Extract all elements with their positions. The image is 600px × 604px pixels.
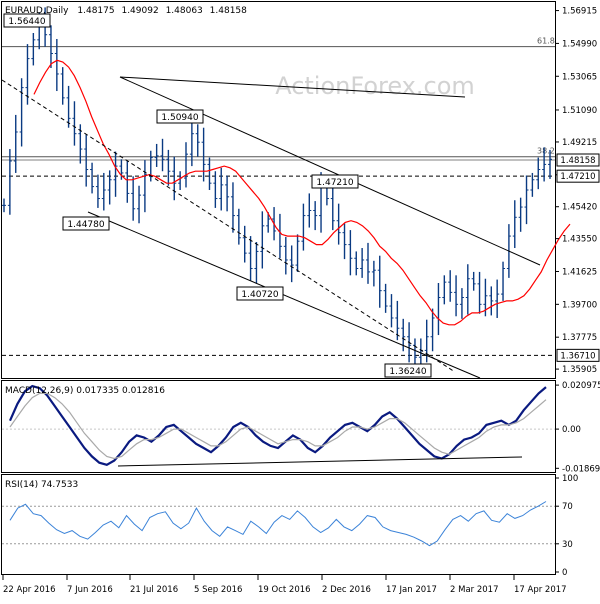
x-axis-label: 5 Sep 2016 xyxy=(194,585,242,595)
price-badge: 1.48158 xyxy=(556,153,600,167)
price-axis-label: 1.45420 xyxy=(562,203,597,213)
price-axis-label: 1.39700 xyxy=(562,300,597,310)
price-axis-label: 1.54990 xyxy=(562,39,597,49)
price-axis-label: 1.49215 xyxy=(562,138,597,148)
upper-trend-line xyxy=(119,76,466,98)
x-axis-label: 2 Dec 2016 xyxy=(322,585,371,595)
price-axis-label: 1.56915 xyxy=(562,7,597,17)
chart-header: EURAUD,Daily 1.48175 1.49092 1.48063 1.4… xyxy=(5,6,247,16)
rsi-axis-label: 70 xyxy=(562,502,573,512)
x-axis-label: 17 Apr 2017 xyxy=(514,585,567,595)
macd-axis-label: 0.020975 xyxy=(562,381,600,391)
price-badge: 1.47210 xyxy=(556,169,600,183)
price-axis-label: 1.41625 xyxy=(562,267,597,277)
price-label-frame xyxy=(311,174,359,189)
sma-line xyxy=(33,59,571,326)
rsi-axis-label: 30 xyxy=(562,540,573,550)
price-axis-label: 1.53065 xyxy=(562,72,597,82)
price-panel-frame xyxy=(1,1,556,379)
price-axis-label: 1.51090 xyxy=(562,106,597,116)
rsi-panel-frame xyxy=(1,474,556,575)
price-badge-frame xyxy=(556,169,600,183)
macd-axis-label: 0.00 xyxy=(562,425,581,435)
x-axis-label: 19 Oct 2016 xyxy=(258,585,311,595)
price-badge-frame xyxy=(556,348,600,362)
rsi-axis-label: 0 xyxy=(562,568,567,578)
header-high: 1.49092 xyxy=(121,6,158,16)
fib-level-label: 61.8 xyxy=(537,37,555,46)
header-timeframe: Daily xyxy=(46,6,69,16)
rsi-title: RSI(14) 74.7533 xyxy=(5,480,78,490)
price-label-text: 1.56440 xyxy=(8,17,45,27)
x-axis-label: 22 Apr 2016 xyxy=(3,585,56,595)
price-badge-frame xyxy=(556,153,600,167)
rsi-line xyxy=(9,501,547,547)
price-label-frame xyxy=(384,363,432,378)
header-low: 1.48063 xyxy=(166,6,203,16)
price-label-text: 1.50940 xyxy=(161,113,198,123)
price-label-frame xyxy=(62,216,110,231)
price-label-box: 1.36240 xyxy=(384,363,432,378)
macd-trend-line xyxy=(117,456,523,467)
price-label-frame xyxy=(3,13,51,28)
macd-line xyxy=(8,384,547,466)
price-badge-text: 1.36710 xyxy=(560,351,595,361)
price-badge: 1.36710 xyxy=(556,348,600,362)
price-label-frame xyxy=(236,286,284,301)
price-label-box: 1.44780 xyxy=(62,216,110,231)
price-label-text: 1.44780 xyxy=(67,220,104,230)
macd-title: MACD(12,26,9) 0.017335 0.012816 xyxy=(5,386,165,396)
price-label-box: 1.50940 xyxy=(156,109,204,124)
header-comma: , xyxy=(43,6,46,16)
price-label-box: 1.56440 xyxy=(3,13,51,28)
header-open: 1.48175 xyxy=(77,6,114,16)
dashed-trend-line xyxy=(1,79,456,373)
price-axis-label: 1.35905 xyxy=(562,365,597,375)
macd-signal-line xyxy=(9,392,547,460)
price-badge-text: 1.47210 xyxy=(560,172,595,182)
x-axis-label: 17 Jan 2017 xyxy=(386,585,437,595)
price-axis-label: 1.37775 xyxy=(562,333,597,343)
price-label-text: 1.36240 xyxy=(389,367,426,377)
price-label-box: 1.47210 xyxy=(311,174,359,189)
header-symbol: EURAUD xyxy=(5,6,43,16)
price-label-box: 1.40720 xyxy=(236,286,284,301)
price-label-text: 1.47210 xyxy=(316,178,353,188)
fib-level-label: 38.2 xyxy=(537,147,555,156)
price-axis-label: 1.43550 xyxy=(562,235,597,245)
x-axis-label: 7 Jun 2016 xyxy=(67,585,113,595)
header-close: 1.48158 xyxy=(210,6,247,16)
rsi-axis-label: 100 xyxy=(562,474,578,484)
channel-lower-line xyxy=(87,211,481,379)
macd-axis-label: -0.018693 xyxy=(562,464,600,474)
price-badge-text: 1.48158 xyxy=(560,156,595,166)
price-label-frame xyxy=(156,109,204,124)
x-axis-label: 2 Mar 2017 xyxy=(450,585,498,595)
price-label-text: 1.40720 xyxy=(241,290,278,300)
channel-upper-line xyxy=(119,76,541,266)
x-axis-label: 21 Jul 2016 xyxy=(130,585,178,595)
